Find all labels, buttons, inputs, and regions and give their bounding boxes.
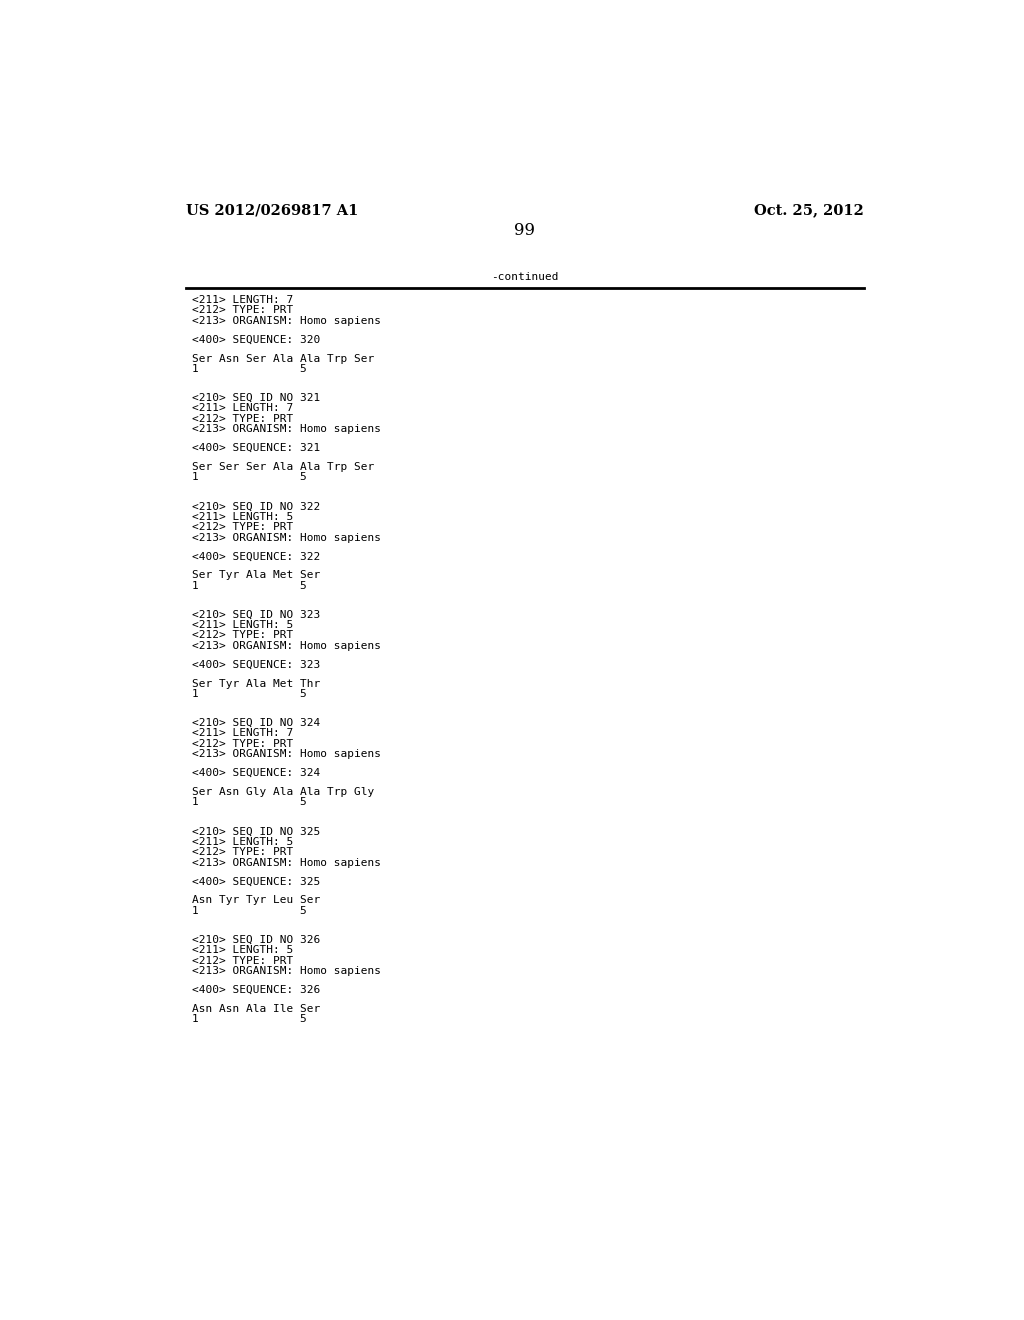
Text: -continued: -continued — [492, 272, 558, 281]
Text: <213> ORGANISM: Homo sapiens: <213> ORGANISM: Homo sapiens — [191, 424, 381, 434]
Text: <211> LENGTH: 7: <211> LENGTH: 7 — [191, 729, 293, 738]
Text: Ser Ser Ser Ala Ala Trp Ser: Ser Ser Ser Ala Ala Trp Ser — [191, 462, 374, 473]
Text: <400> SEQUENCE: 325: <400> SEQUENCE: 325 — [191, 876, 319, 887]
Text: 1               5: 1 5 — [191, 364, 306, 374]
Text: <213> ORGANISM: Homo sapiens: <213> ORGANISM: Homo sapiens — [191, 642, 381, 651]
Text: Ser Asn Gly Ala Ala Trp Gly: Ser Asn Gly Ala Ala Trp Gly — [191, 787, 374, 797]
Text: <210> SEQ ID NO 326: <210> SEQ ID NO 326 — [191, 935, 319, 945]
Text: Ser Tyr Ala Met Ser: Ser Tyr Ala Met Ser — [191, 570, 319, 581]
Text: <212> TYPE: PRT: <212> TYPE: PRT — [191, 523, 293, 532]
Text: Asn Tyr Tyr Leu Ser: Asn Tyr Tyr Leu Ser — [191, 895, 319, 906]
Text: Ser Asn Ser Ala Ala Trp Ser: Ser Asn Ser Ala Ala Trp Ser — [191, 354, 374, 363]
Text: <211> LENGTH: 5: <211> LENGTH: 5 — [191, 837, 293, 846]
Text: <213> ORGANISM: Homo sapiens: <213> ORGANISM: Homo sapiens — [191, 315, 381, 326]
Text: <213> ORGANISM: Homo sapiens: <213> ORGANISM: Homo sapiens — [191, 858, 381, 867]
Text: <210> SEQ ID NO 325: <210> SEQ ID NO 325 — [191, 826, 319, 837]
Text: <211> LENGTH: 5: <211> LENGTH: 5 — [191, 512, 293, 521]
Text: <213> ORGANISM: Homo sapiens: <213> ORGANISM: Homo sapiens — [191, 750, 381, 759]
Text: 1               5: 1 5 — [191, 1014, 306, 1024]
Text: 1               5: 1 5 — [191, 906, 306, 916]
Text: Asn Asn Ala Ile Ser: Asn Asn Ala Ile Ser — [191, 1003, 319, 1014]
Text: <212> TYPE: PRT: <212> TYPE: PRT — [191, 305, 293, 315]
Text: <213> ORGANISM: Homo sapiens: <213> ORGANISM: Homo sapiens — [191, 966, 381, 975]
Text: <400> SEQUENCE: 320: <400> SEQUENCE: 320 — [191, 335, 319, 345]
Text: <210> SEQ ID NO 323: <210> SEQ ID NO 323 — [191, 610, 319, 619]
Text: <211> LENGTH: 7: <211> LENGTH: 7 — [191, 404, 293, 413]
Text: <211> LENGTH: 5: <211> LENGTH: 5 — [191, 945, 293, 956]
Text: <400> SEQUENCE: 321: <400> SEQUENCE: 321 — [191, 444, 319, 453]
Text: <212> TYPE: PRT: <212> TYPE: PRT — [191, 956, 293, 965]
Text: <211> LENGTH: 5: <211> LENGTH: 5 — [191, 620, 293, 630]
Text: 1               5: 1 5 — [191, 689, 306, 700]
Text: <400> SEQUENCE: 322: <400> SEQUENCE: 322 — [191, 552, 319, 561]
Text: US 2012/0269817 A1: US 2012/0269817 A1 — [186, 203, 358, 216]
Text: <212> TYPE: PRT: <212> TYPE: PRT — [191, 847, 293, 857]
Text: <210> SEQ ID NO 324: <210> SEQ ID NO 324 — [191, 718, 319, 729]
Text: <212> TYPE: PRT: <212> TYPE: PRT — [191, 739, 293, 748]
Text: <400> SEQUENCE: 326: <400> SEQUENCE: 326 — [191, 985, 319, 995]
Text: 1               5: 1 5 — [191, 797, 306, 808]
Text: <210> SEQ ID NO 322: <210> SEQ ID NO 322 — [191, 502, 319, 511]
Text: Oct. 25, 2012: Oct. 25, 2012 — [755, 203, 864, 216]
Text: <400> SEQUENCE: 323: <400> SEQUENCE: 323 — [191, 660, 319, 669]
Text: Ser Tyr Ala Met Thr: Ser Tyr Ala Met Thr — [191, 678, 319, 689]
Text: <211> LENGTH: 7: <211> LENGTH: 7 — [191, 296, 293, 305]
Text: <213> ORGANISM: Homo sapiens: <213> ORGANISM: Homo sapiens — [191, 532, 381, 543]
Text: 1               5: 1 5 — [191, 581, 306, 590]
Text: 1               5: 1 5 — [191, 473, 306, 482]
Text: <212> TYPE: PRT: <212> TYPE: PRT — [191, 631, 293, 640]
Text: <210> SEQ ID NO 321: <210> SEQ ID NO 321 — [191, 393, 319, 403]
Text: 99: 99 — [514, 222, 536, 239]
Text: <400> SEQUENCE: 324: <400> SEQUENCE: 324 — [191, 768, 319, 777]
Text: <212> TYPE: PRT: <212> TYPE: PRT — [191, 413, 293, 424]
